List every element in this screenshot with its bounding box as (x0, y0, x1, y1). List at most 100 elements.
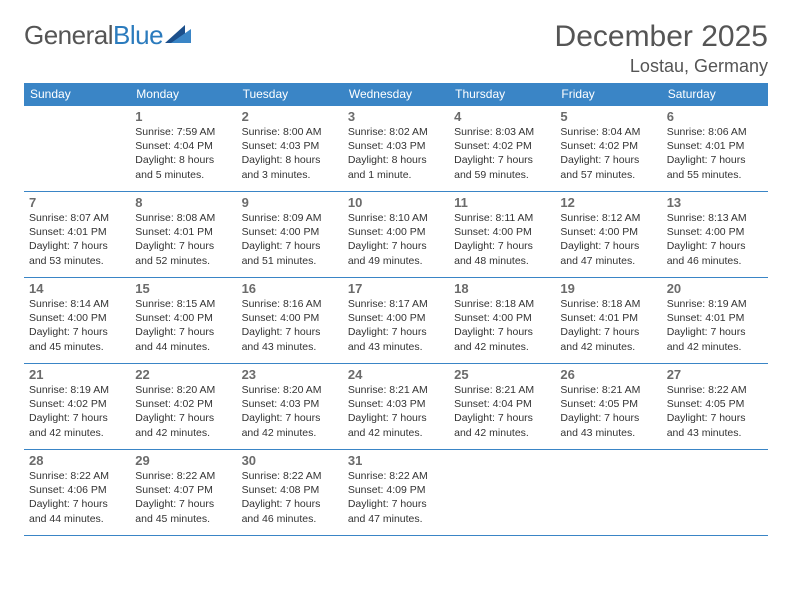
day-number: 25 (454, 367, 550, 382)
calendar-day-cell: 25Sunrise: 8:21 AMSunset: 4:04 PMDayligh… (449, 364, 555, 450)
day-info-line: Sunset: 4:00 PM (29, 311, 125, 325)
day-info-line: Sunrise: 8:20 AM (135, 383, 231, 397)
calendar-day-cell (555, 450, 661, 536)
day-info: Sunrise: 8:19 AMSunset: 4:02 PMDaylight:… (29, 383, 125, 440)
day-number: 18 (454, 281, 550, 296)
day-info-line: Sunrise: 7:59 AM (135, 125, 231, 139)
calendar-day-cell: 20Sunrise: 8:19 AMSunset: 4:01 PMDayligh… (662, 278, 768, 364)
day-info-line: Daylight: 7 hours (29, 325, 125, 339)
day-info-line: and 57 minutes. (560, 168, 656, 182)
day-info-line: Daylight: 7 hours (29, 239, 125, 253)
calendar-day-cell: 1Sunrise: 7:59 AMSunset: 4:04 PMDaylight… (130, 106, 236, 192)
calendar-day-cell: 13Sunrise: 8:13 AMSunset: 4:00 PMDayligh… (662, 192, 768, 278)
day-info-line: and 42 minutes. (242, 426, 338, 440)
calendar-day-cell: 22Sunrise: 8:20 AMSunset: 4:02 PMDayligh… (130, 364, 236, 450)
day-info-line: and 42 minutes. (667, 340, 763, 354)
calendar-day-cell: 9Sunrise: 8:09 AMSunset: 4:00 PMDaylight… (237, 192, 343, 278)
day-number: 11 (454, 195, 550, 210)
day-info-line: Sunrise: 8:03 AM (454, 125, 550, 139)
day-number: 15 (135, 281, 231, 296)
day-info-line: Daylight: 7 hours (667, 411, 763, 425)
dayname-sunday: Sunday (24, 83, 130, 106)
day-info-line: Sunrise: 8:04 AM (560, 125, 656, 139)
calendar-page: GeneralBlue December 2025 Lostau, German… (0, 0, 792, 612)
day-info-line: Daylight: 7 hours (135, 239, 231, 253)
calendar-week-row: 7Sunrise: 8:07 AMSunset: 4:01 PMDaylight… (24, 192, 768, 278)
day-info-line: Sunset: 4:01 PM (667, 139, 763, 153)
day-info-line: Daylight: 7 hours (454, 153, 550, 167)
day-info-line: Sunrise: 8:17 AM (348, 297, 444, 311)
header: GeneralBlue December 2025 Lostau, German… (24, 20, 768, 77)
day-info: Sunrise: 8:16 AMSunset: 4:00 PMDaylight:… (242, 297, 338, 354)
calendar-week-row: 14Sunrise: 8:14 AMSunset: 4:00 PMDayligh… (24, 278, 768, 364)
dayname-saturday: Saturday (662, 83, 768, 106)
logo: GeneralBlue (24, 20, 191, 51)
day-number: 2 (242, 109, 338, 124)
day-info-line: Sunset: 4:00 PM (560, 225, 656, 239)
calendar-day-cell: 28Sunrise: 8:22 AMSunset: 4:06 PMDayligh… (24, 450, 130, 536)
day-info-line: Sunset: 4:08 PM (242, 483, 338, 497)
day-number: 16 (242, 281, 338, 296)
day-info: Sunrise: 8:22 AMSunset: 4:06 PMDaylight:… (29, 469, 125, 526)
day-info-line: Daylight: 7 hours (667, 239, 763, 253)
day-info-line: Sunset: 4:00 PM (454, 225, 550, 239)
day-info-line: Sunset: 4:00 PM (667, 225, 763, 239)
day-info: Sunrise: 8:21 AMSunset: 4:05 PMDaylight:… (560, 383, 656, 440)
day-info-line: Sunrise: 8:00 AM (242, 125, 338, 139)
day-info-line: Sunset: 4:02 PM (560, 139, 656, 153)
day-info-line: Sunrise: 8:22 AM (348, 469, 444, 483)
logo-text-blue: Blue (113, 20, 163, 50)
day-number: 27 (667, 367, 763, 382)
day-info-line: Sunrise: 8:08 AM (135, 211, 231, 225)
day-info: Sunrise: 8:04 AMSunset: 4:02 PMDaylight:… (560, 125, 656, 182)
day-info-line: and 46 minutes. (667, 254, 763, 268)
day-number: 13 (667, 195, 763, 210)
day-info-line: and 42 minutes. (135, 426, 231, 440)
calendar-day-cell: 24Sunrise: 8:21 AMSunset: 4:03 PMDayligh… (343, 364, 449, 450)
calendar-day-cell (449, 450, 555, 536)
day-info: Sunrise: 8:06 AMSunset: 4:01 PMDaylight:… (667, 125, 763, 182)
dayname-tuesday: Tuesday (237, 83, 343, 106)
day-info-line: Sunset: 4:02 PM (454, 139, 550, 153)
day-info: Sunrise: 8:20 AMSunset: 4:02 PMDaylight:… (135, 383, 231, 440)
calendar-day-cell: 4Sunrise: 8:03 AMSunset: 4:02 PMDaylight… (449, 106, 555, 192)
calendar-day-cell: 3Sunrise: 8:02 AMSunset: 4:03 PMDaylight… (343, 106, 449, 192)
day-info-line: Daylight: 7 hours (667, 325, 763, 339)
day-info: Sunrise: 7:59 AMSunset: 4:04 PMDaylight:… (135, 125, 231, 182)
day-info-line: and 44 minutes. (135, 340, 231, 354)
calendar-day-cell: 11Sunrise: 8:11 AMSunset: 4:00 PMDayligh… (449, 192, 555, 278)
day-info-line: Sunrise: 8:19 AM (29, 383, 125, 397)
day-info-line: Sunset: 4:03 PM (348, 397, 444, 411)
day-info-line: Sunset: 4:05 PM (560, 397, 656, 411)
day-info-line: Sunrise: 8:14 AM (29, 297, 125, 311)
day-info-line: Sunset: 4:02 PM (29, 397, 125, 411)
calendar-day-cell: 5Sunrise: 8:04 AMSunset: 4:02 PMDaylight… (555, 106, 661, 192)
day-number: 14 (29, 281, 125, 296)
day-info-line: Sunset: 4:00 PM (242, 311, 338, 325)
day-number: 19 (560, 281, 656, 296)
day-info-line: Sunset: 4:01 PM (29, 225, 125, 239)
day-info-line: and 43 minutes. (667, 426, 763, 440)
day-info-line: Sunset: 4:00 PM (135, 311, 231, 325)
day-info-line: and 47 minutes. (348, 512, 444, 526)
day-info-line: and 51 minutes. (242, 254, 338, 268)
day-info-line: Daylight: 7 hours (242, 497, 338, 511)
day-info-line: Daylight: 7 hours (560, 239, 656, 253)
calendar-day-cell: 26Sunrise: 8:21 AMSunset: 4:05 PMDayligh… (555, 364, 661, 450)
day-info: Sunrise: 8:18 AMSunset: 4:00 PMDaylight:… (454, 297, 550, 354)
logo-mark-icon (165, 23, 191, 48)
calendar-day-cell (662, 450, 768, 536)
day-info-line: Sunset: 4:00 PM (242, 225, 338, 239)
day-info: Sunrise: 8:22 AMSunset: 4:09 PMDaylight:… (348, 469, 444, 526)
calendar-day-cell: 17Sunrise: 8:17 AMSunset: 4:00 PMDayligh… (343, 278, 449, 364)
day-info-line: Sunrise: 8:22 AM (29, 469, 125, 483)
day-info-line: Daylight: 7 hours (560, 411, 656, 425)
logo-text-gray: General (24, 20, 113, 50)
day-info: Sunrise: 8:00 AMSunset: 4:03 PMDaylight:… (242, 125, 338, 182)
calendar-day-cell: 8Sunrise: 8:08 AMSunset: 4:01 PMDaylight… (130, 192, 236, 278)
calendar-day-cell: 2Sunrise: 8:00 AMSunset: 4:03 PMDaylight… (237, 106, 343, 192)
day-info: Sunrise: 8:21 AMSunset: 4:04 PMDaylight:… (454, 383, 550, 440)
day-info-line: Sunset: 4:07 PM (135, 483, 231, 497)
day-info-line: Sunset: 4:00 PM (454, 311, 550, 325)
day-info-line: Sunrise: 8:12 AM (560, 211, 656, 225)
